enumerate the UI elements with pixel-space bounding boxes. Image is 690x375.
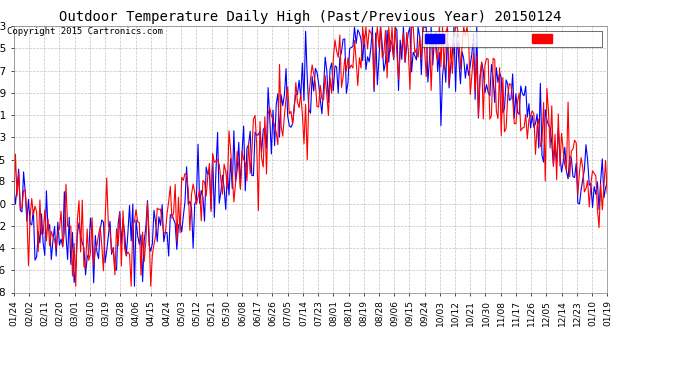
Previous  (°F) (130, 284, 139, 288)
Past  (°F) (359, 25, 367, 29)
Previous  (°F) (10, 186, 18, 190)
Past  (°F) (248, 150, 256, 154)
Line: Past  (°F): Past (°F) (14, 27, 607, 286)
Legend: Previous  (°F), Past  (°F): Previous (°F), Past (°F) (422, 31, 602, 47)
Past  (°F) (603, 191, 611, 196)
Line: Previous  (°F): Previous (°F) (14, 27, 607, 286)
Previous  (°F) (603, 180, 611, 185)
Previous  (°F) (579, 178, 587, 182)
Past  (°F) (251, 113, 259, 118)
Previous  (°F) (522, 84, 530, 88)
Previous  (°F) (137, 232, 145, 237)
Previous  (°F) (248, 173, 256, 178)
Title: Outdoor Temperature Daily High (Past/Previous Year) 20150124: Outdoor Temperature Daily High (Past/Pre… (59, 10, 562, 24)
Past  (°F) (522, 112, 530, 117)
Text: Copyright 2015 Cartronics.com: Copyright 2015 Cartronics.com (7, 27, 163, 36)
Past  (°F) (579, 165, 587, 170)
Past  (°F) (175, 195, 183, 200)
Past  (°F) (72, 284, 80, 288)
Past  (°F) (137, 273, 145, 278)
Previous  (°F) (251, 130, 259, 134)
Previous  (°F) (351, 25, 359, 29)
Past  (°F) (10, 201, 18, 205)
Previous  (°F) (175, 223, 183, 228)
